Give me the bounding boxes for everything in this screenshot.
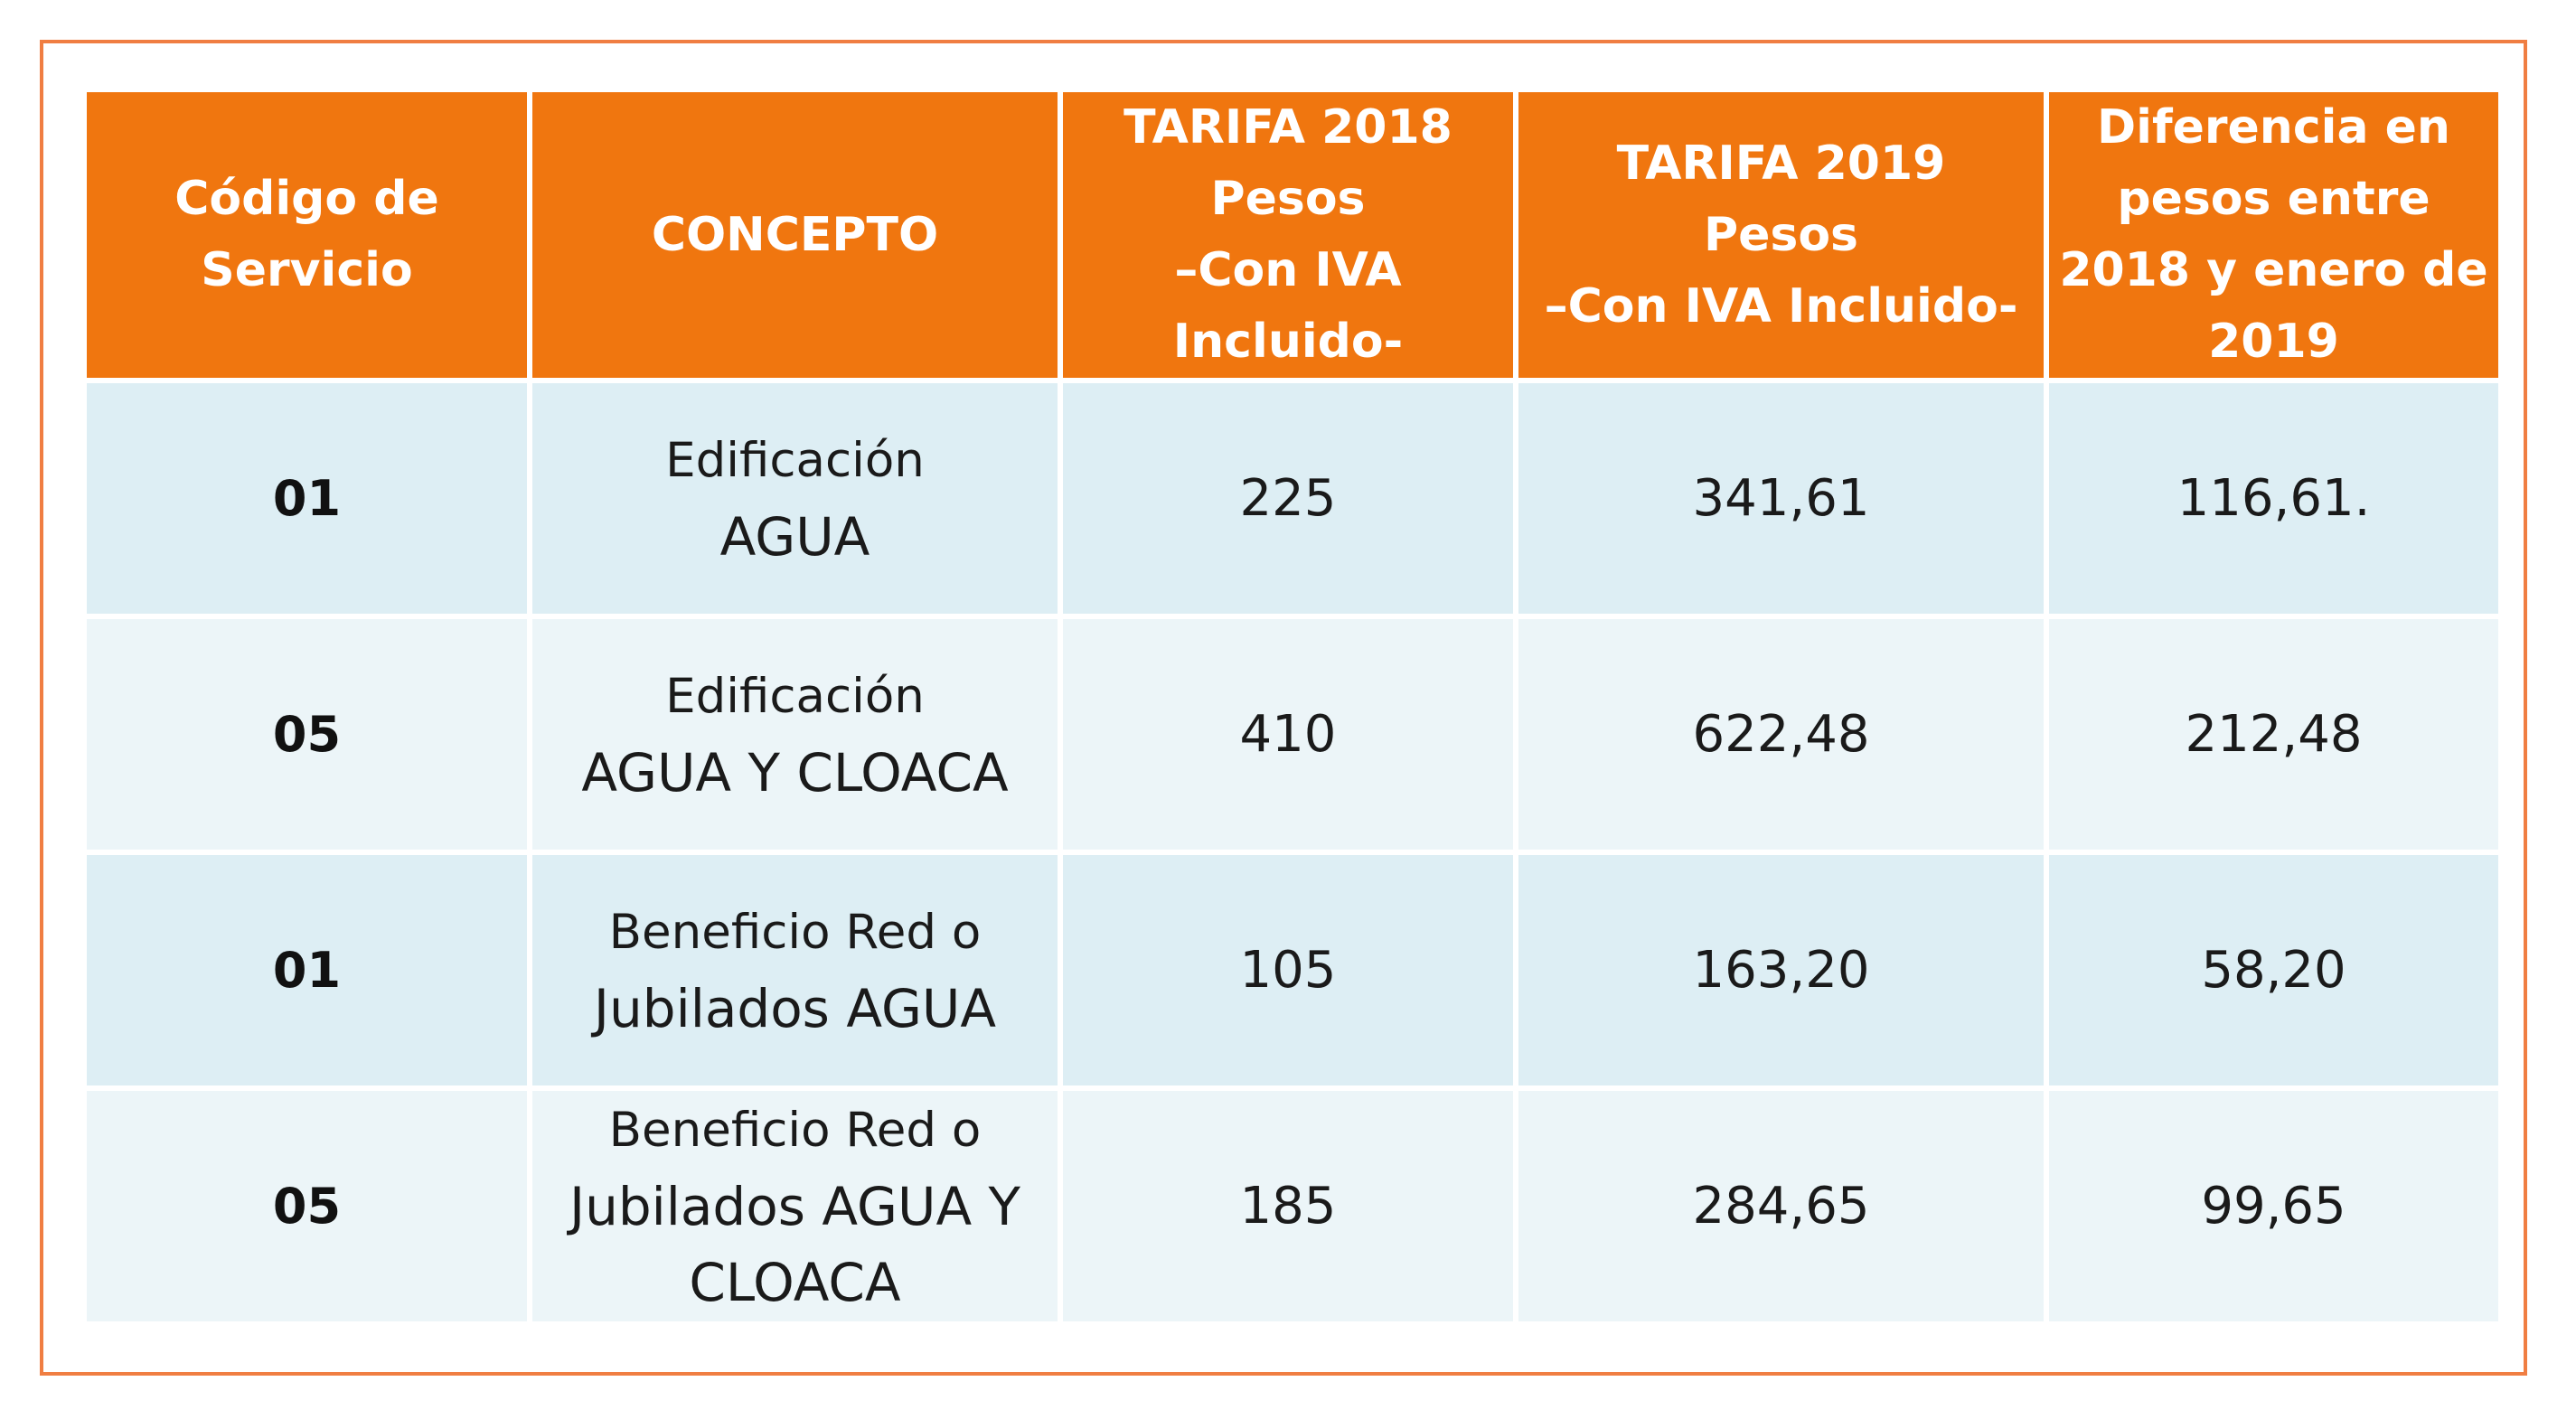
cell-codigo: 01 (87, 855, 527, 1085)
concepto-line: Edificación (665, 432, 925, 488)
table-row: 01 Beneficio Red o Jubilados AGUA 105 16… (87, 855, 2498, 1085)
table-row: 01 Edificación AGUA 225 341,61 116,61. (87, 383, 2498, 614)
header-concepto: CONCEPTO (532, 92, 1058, 378)
concepto-line: Edificación (665, 668, 925, 724)
cell-codigo: 05 (87, 1091, 527, 1321)
header-codigo: Código de Servicio (87, 92, 527, 378)
concepto-line: AGUA (719, 505, 870, 568)
header-tarifa-2018-line: Incluido- (1172, 315, 1404, 369)
cell-tarifa-2018: 410 (1063, 619, 1513, 850)
table-frame (40, 40, 2527, 1376)
table-header-row: Código de Servicio CONCEPTO TARIFA 2018 … (87, 92, 2498, 378)
tariff-table: Código de Servicio CONCEPTO TARIFA 2018 … (81, 87, 2504, 1327)
table-row: 05 Edificación AGUA Y CLOACA 410 622,48 … (87, 619, 2498, 850)
cell-concepto: Beneficio Red o Jubilados AGUA Y CLOACA (532, 1091, 1058, 1321)
cell-tarifa-2019: 341,61 (1518, 383, 2044, 614)
cell-diferencia: 99,65 (2049, 1091, 2498, 1321)
concepto-line: Jubilados AGUA (593, 977, 997, 1039)
header-concepto-line: CONCEPTO (651, 207, 939, 262)
concepto-line: Jubilados AGUA Y CLOACA (569, 1175, 1020, 1313)
cell-tarifa-2019: 284,65 (1518, 1091, 2044, 1321)
cell-diferencia: 58,20 (2049, 855, 2498, 1085)
concepto-line: Beneficio Red o (608, 1102, 982, 1158)
header-diferencia-line: pesos entre (2117, 172, 2430, 226)
header-diferencia-line: 2018 y enero de (2059, 243, 2488, 297)
cell-codigo: 05 (87, 619, 527, 850)
cell-tarifa-2019: 622,48 (1518, 619, 2044, 850)
header-diferencia: Diferencia en pesos entre 2018 y enero d… (2049, 92, 2498, 378)
concepto-line: Beneficio Red o (608, 904, 982, 960)
cell-diferencia: 116,61. (2049, 383, 2498, 614)
header-tarifa-2019: TARIFA 2019 Pesos –Con IVA Incluido- (1518, 92, 2044, 378)
cell-diferencia: 212,48 (2049, 619, 2498, 850)
cell-codigo: 01 (87, 383, 527, 614)
header-diferencia-line: Diferencia en (2097, 100, 2450, 155)
cell-tarifa-2018: 105 (1063, 855, 1513, 1085)
header-tarifa-2018-line: –Con IVA (1174, 243, 1402, 297)
cell-tarifa-2019: 163,20 (1518, 855, 2044, 1085)
table-row: 05 Beneficio Red o Jubilados AGUA Y CLOA… (87, 1091, 2498, 1321)
cell-tarifa-2018: 185 (1063, 1091, 1513, 1321)
header-tarifa-2019-line: TARIFA 2019 (1616, 136, 1946, 191)
cell-tarifa-2018: 225 (1063, 383, 1513, 614)
header-diferencia-line: 2019 (2208, 315, 2339, 369)
cell-concepto: Edificación AGUA Y CLOACA (532, 619, 1058, 850)
header-tarifa-2018-line: Pesos (1210, 172, 1366, 226)
concepto-line: AGUA Y CLOACA (581, 741, 1009, 803)
header-tarifa-2018-line: TARIFA 2018 (1123, 100, 1453, 155)
header-tarifa-2019-line: –Con IVA Incluido- (1544, 278, 2018, 334)
cell-concepto: Edificación AGUA (532, 383, 1058, 614)
header-codigo-line: Servicio (201, 243, 413, 297)
header-tarifa-2018: TARIFA 2018 Pesos –Con IVA Incluido- (1063, 92, 1513, 378)
header-tarifa-2019-line: Pesos (1703, 207, 1858, 262)
header-codigo-line: Código de (174, 172, 439, 226)
cell-concepto: Beneficio Red o Jubilados AGUA (532, 855, 1058, 1085)
